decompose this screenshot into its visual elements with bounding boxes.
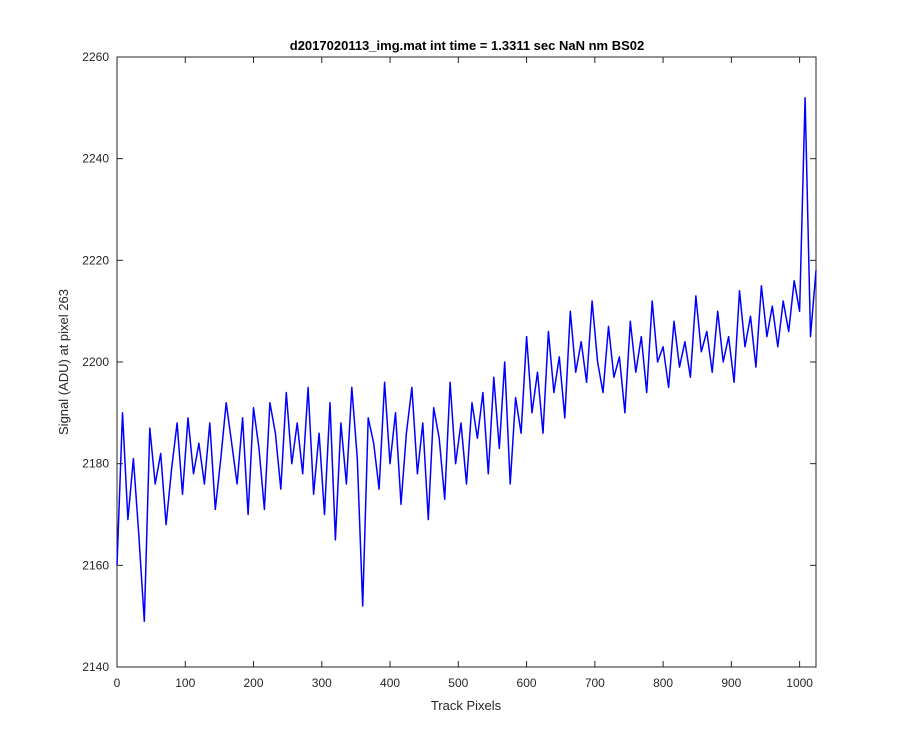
x-tick-label: 800 (653, 676, 673, 690)
y-axis-label: Signal (ADU) at pixel 263 (56, 289, 71, 435)
y-tick-label: 2200 (82, 355, 109, 369)
chart-title: d2017020113_img.mat int time = 1.3311 se… (290, 38, 644, 53)
y-tick-label: 2260 (82, 50, 109, 64)
y-tick-label: 2180 (82, 457, 109, 471)
plot-area: 0 100 200 300 400 500 600 700 800 900 1000 2140 216… (82, 50, 817, 690)
x-tick-label: 500 (448, 676, 468, 690)
x-tick-label: 700 (585, 676, 605, 690)
x-tick-label: 600 (517, 676, 537, 690)
x-axis: 0 100 200 300 400 500 600 700 800 900 1000 (114, 57, 813, 690)
x-tick-label: 0 (114, 676, 121, 690)
y-tick-label: 2240 (82, 152, 109, 166)
x-tick-label: 100 (175, 676, 195, 690)
x-tick-label: 900 (721, 676, 741, 690)
y-tick-label: 2140 (82, 660, 109, 674)
x-tick-label: 300 (312, 676, 332, 690)
y-axis: 2140 2160 2180 2200 2220 2240 2260 (82, 50, 816, 674)
y-tick-label: 2220 (82, 253, 109, 267)
x-tick-label: 1000 (786, 676, 813, 690)
series-layer (116, 96, 817, 623)
series-line-0 (116, 96, 817, 623)
x-tick-label: 200 (244, 676, 264, 690)
plot-frame (116, 56, 817, 668)
x-tick-label: 400 (380, 676, 400, 690)
x-axis-label: Track Pixels (431, 698, 502, 713)
y-tick-label: 2160 (82, 558, 109, 572)
